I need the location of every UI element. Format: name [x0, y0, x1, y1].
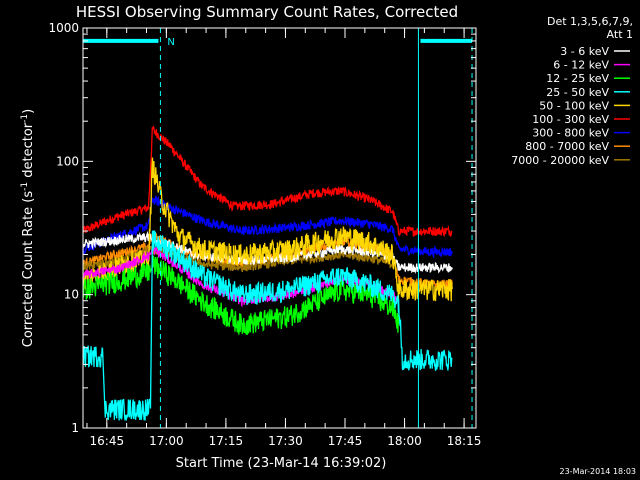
y-tick-label: 10: [64, 288, 79, 302]
x-tick-label: 17:00: [149, 434, 184, 448]
series-line-4: [83, 230, 453, 422]
legend-label-6: 100 - 300 keV: [532, 113, 609, 126]
legend-label-4: 25 - 50 keV: [546, 86, 609, 99]
x-tick-label: 18:15: [447, 434, 482, 448]
y-axis-label-sup1: -1: [20, 182, 30, 191]
y-axis-label: Corrected Count Rate (s-1 detector-1): [20, 109, 36, 347]
y-axis-label-mid: detector: [21, 122, 36, 182]
y-tick-label: 1000: [48, 21, 79, 35]
y-axis-label-sup2: -1: [20, 114, 30, 123]
x-tick-label: 17:30: [268, 434, 303, 448]
series-group: [83, 125, 453, 422]
legend-label-7: 300 - 800 keV: [532, 127, 609, 140]
x-axis-label: Start Time (23-Mar-14 16:39:02): [176, 456, 387, 471]
series-line-7: [83, 195, 453, 259]
x-axis: 16:45 17:00 17:15 17:30 17:45 18:00 18:15: [86, 28, 482, 448]
legend-header-line-2: Att 1: [607, 28, 633, 41]
y-axis: 1 10 100 1000: [48, 21, 476, 435]
series-line-6: [83, 125, 453, 238]
y-tick-label: 100: [56, 154, 79, 168]
x-tick-label: 18:00: [387, 434, 422, 448]
x-tick-label: 17:15: [209, 434, 244, 448]
timestamp: 23-Mar-2014 18:03: [560, 467, 637, 476]
y-axis-label-end: ): [21, 109, 36, 114]
x-tick-label: 17:45: [328, 434, 363, 448]
legend-label-8: 800 - 7000 keV: [525, 140, 609, 153]
chart-title: HESSI Observing Summary Count Rates, Cor…: [76, 3, 458, 21]
plot-frame: [82, 27, 477, 429]
x-tick-label: 16:45: [90, 434, 125, 448]
legend-label-3: 12 - 25 keV: [546, 72, 609, 85]
y-tick-label: 1: [71, 421, 79, 435]
flag-letter: N: [167, 37, 174, 48]
legend-label-5: 50 - 100 keV: [539, 99, 609, 112]
legend-label-2: 6 - 12 keV: [553, 59, 609, 72]
legend-label-1: 3 - 6 keV: [560, 45, 609, 58]
legend-label-9: 7000 - 20000 keV: [511, 154, 609, 167]
y-axis-label-main: Corrected Count Rate (s: [21, 191, 36, 348]
series-line-3: [83, 255, 400, 336]
legend-header-line-1: Det 1,3,5,6,7,9,: [547, 15, 633, 28]
